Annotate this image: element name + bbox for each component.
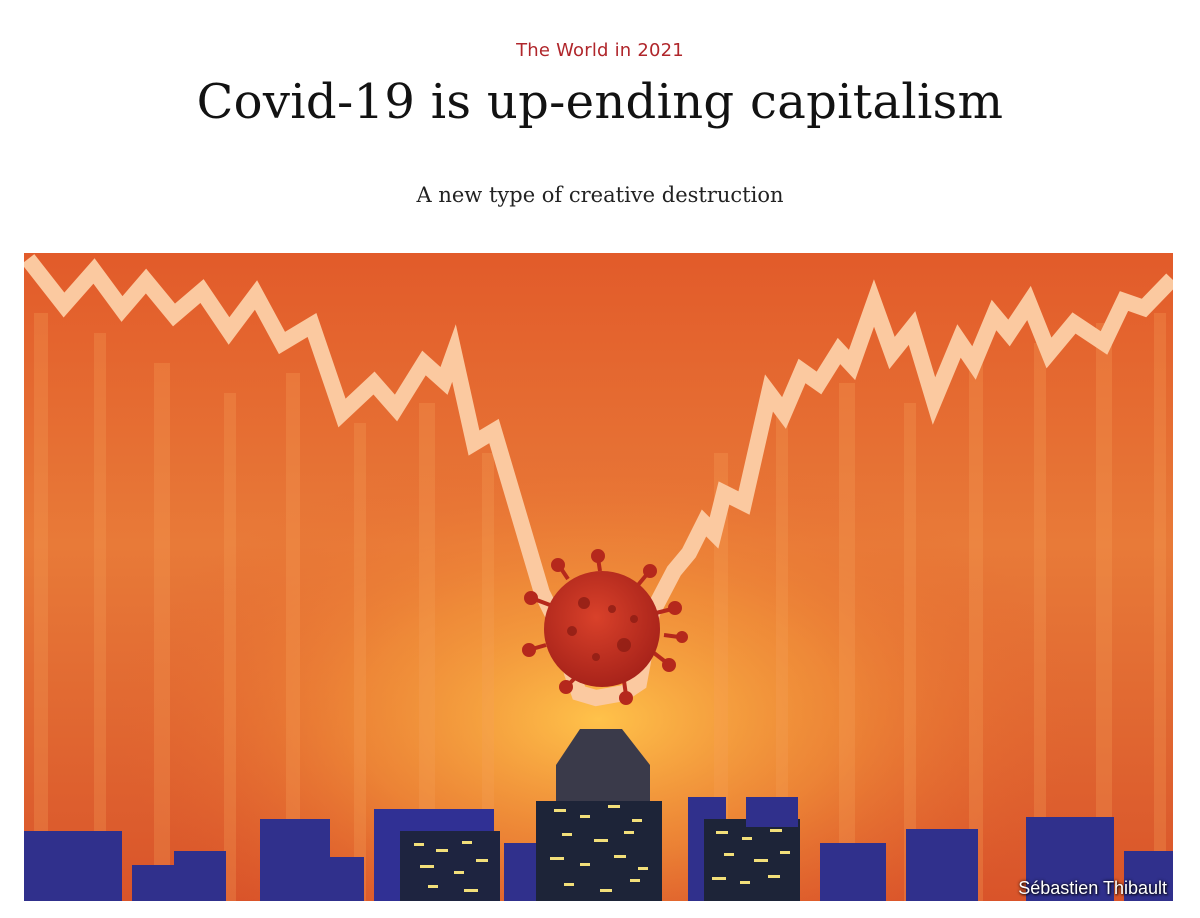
kicker[interactable]: The World in 2021 [516, 40, 684, 61]
hero-illustration-art [24, 253, 1173, 901]
headline: Covid-19 is up-ending capitalism [196, 74, 1004, 130]
hero-illustration: Sébastien Thibault [24, 253, 1173, 901]
light-stripes [34, 313, 1166, 901]
virus-illustration [522, 549, 688, 705]
city-skyline [24, 729, 1173, 901]
photo-credit: Sébastien Thibault [1018, 878, 1167, 898]
standfirst: A new type of creative destruction [416, 183, 784, 207]
